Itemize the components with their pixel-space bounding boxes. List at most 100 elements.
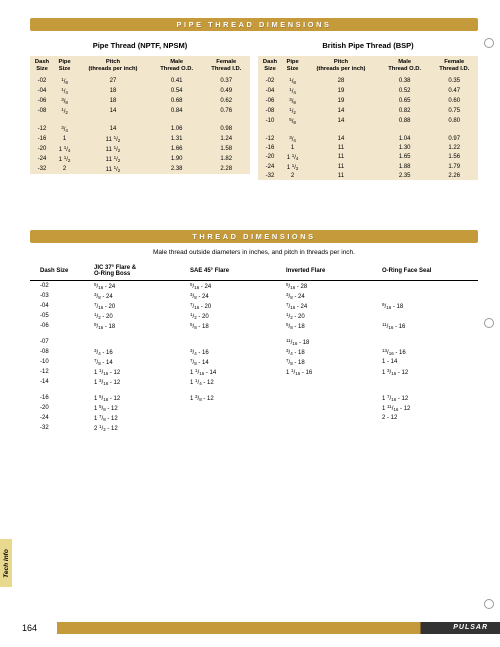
cell: 3/8 - 24: [190, 291, 286, 301]
table-row: -201 1/4111.651.56: [258, 152, 478, 162]
cell: 1.79: [431, 162, 478, 172]
cell: 1 3/16 - 12: [94, 377, 190, 387]
cell: -12: [258, 134, 282, 144]
cell: -24: [258, 162, 282, 172]
cell: -20: [258, 152, 282, 162]
col-header: FemaleThread I.D.: [431, 56, 478, 76]
cell: -24: [30, 154, 54, 164]
cell: 0.35: [431, 76, 478, 86]
cell: 18: [75, 96, 151, 106]
cell: -20: [30, 144, 54, 154]
pipe-tables-row: Pipe Thread (NPTF, NPSM) DashSizePipeSiz…: [30, 37, 478, 180]
page-footer: 164 PULSAR: [0, 620, 500, 635]
cell: 28: [303, 76, 379, 86]
table-row: -021/8280.380.35: [258, 76, 478, 86]
cell: 5/16 - 24: [94, 280, 190, 291]
cell: 1/2 - 20: [286, 311, 382, 321]
cell: 2.38: [151, 164, 203, 174]
cell: 1 1/4: [54, 144, 75, 154]
cell: 0.88: [379, 116, 431, 126]
table-row: -021/8270.410.37: [30, 76, 250, 86]
table-row: -083/4 - 163/4 - 163/4 - 1813/16 - 16: [30, 347, 478, 357]
cell: [286, 403, 382, 413]
cell: 11: [303, 144, 379, 152]
col-header: MaleThread O.D.: [379, 56, 431, 76]
cell: 14: [303, 106, 379, 116]
table-row: -16111 1/21.311.24: [30, 134, 250, 144]
cell: 1 1/4: [282, 152, 303, 162]
table-row: -241 7/8 - 122 - 12: [30, 413, 478, 423]
cell: -04: [258, 86, 282, 96]
cell: 1 1/4 - 12: [190, 377, 286, 387]
cell: 1.88: [379, 162, 431, 172]
cell: 1.04: [379, 134, 431, 144]
cell: -32: [30, 164, 54, 174]
cell: [382, 291, 478, 301]
cell: 5/8 - 18: [286, 321, 382, 331]
cell: [382, 337, 478, 347]
cell: 1 5/16 - 12: [94, 393, 190, 403]
table-row: -033/8 - 243/8 - 243/8 - 24: [30, 291, 478, 301]
cell: -06: [30, 96, 54, 106]
cell: 1.66: [151, 144, 203, 154]
table-row: -081/2140.820.75: [258, 106, 478, 116]
cell: 19: [303, 86, 379, 96]
cell: 1.58: [203, 144, 250, 154]
cell: 3/4 - 18: [286, 347, 382, 357]
cell: 2: [282, 172, 303, 180]
cell: 0.47: [431, 86, 478, 96]
cell: 11: [303, 152, 379, 162]
binder-hole: [484, 599, 494, 609]
table-row: -161111.301.22: [258, 144, 478, 152]
table-row: -0711/16 - 18: [30, 337, 478, 347]
pipe-right-title: British Pipe Thread (BSP): [258, 37, 478, 56]
pipe-table-left: Pipe Thread (NPTF, NPSM) DashSizePipeSiz…: [30, 37, 250, 180]
cell: 7/8 - 14: [190, 357, 286, 367]
cell: 1 1/16 - 12: [94, 367, 190, 377]
cell: -10: [30, 357, 94, 367]
table-row: -081/2140.840.76: [30, 106, 250, 116]
cell: [190, 413, 286, 423]
cell: 11: [303, 172, 379, 180]
cell: 0.97: [431, 134, 478, 144]
cell: 27: [75, 76, 151, 86]
cell: 1 3/8 - 12: [190, 393, 286, 403]
cell: 3/8: [54, 96, 75, 106]
table-row: -107/8 - 147/8 - 147/8 - 181 - 14: [30, 357, 478, 367]
cell: 19: [303, 96, 379, 106]
table-row: -32211 1/22.382.28: [30, 164, 250, 174]
cell: -12: [30, 367, 94, 377]
cell: 0.41: [151, 76, 203, 86]
cell: -24: [30, 413, 94, 423]
table-row: -041/4190.520.47: [258, 86, 478, 96]
cell: 1.30: [379, 144, 431, 152]
cell: 1/8: [54, 76, 75, 86]
cell: 1.06: [151, 124, 203, 134]
cell: 0.98: [203, 124, 250, 134]
cell: 11/16 - 16: [382, 321, 478, 331]
cell: 0.80: [431, 116, 478, 126]
cell: 11 1/2: [75, 164, 151, 174]
pipe-left-grid: DashSizePipeSizePitch(threads per inch)M…: [30, 56, 250, 174]
cell: 3/4 - 16: [94, 347, 190, 357]
cell: -06: [30, 321, 94, 331]
table-row: -241 1/2111.881.79: [258, 162, 478, 172]
table-row: -121 1/16 - 121 1/16 - 141 1/16 - 161 3/…: [30, 367, 478, 377]
cell: 7/16 - 20: [190, 301, 286, 311]
cell: 1.22: [431, 144, 478, 152]
cell: 2.28: [203, 164, 250, 174]
cell: 13/16 - 16: [382, 347, 478, 357]
cell: 1/8: [282, 76, 303, 86]
cell: 1.90: [151, 154, 203, 164]
col-header: Inverted Flare: [286, 262, 382, 281]
cell: -16: [30, 134, 54, 144]
cell: 1/4: [282, 86, 303, 96]
col-header: FemaleThread I.D.: [203, 56, 250, 76]
cell: 1.65: [379, 152, 431, 162]
cell: 0.49: [203, 86, 250, 96]
cell: 11: [303, 162, 379, 172]
cell: 5/8: [282, 116, 303, 126]
side-tab-label: Tech Info: [3, 549, 10, 578]
table-row: -141 3/16 - 121 1/4 - 12: [30, 377, 478, 387]
table-row: -063/8180.680.62: [30, 96, 250, 106]
